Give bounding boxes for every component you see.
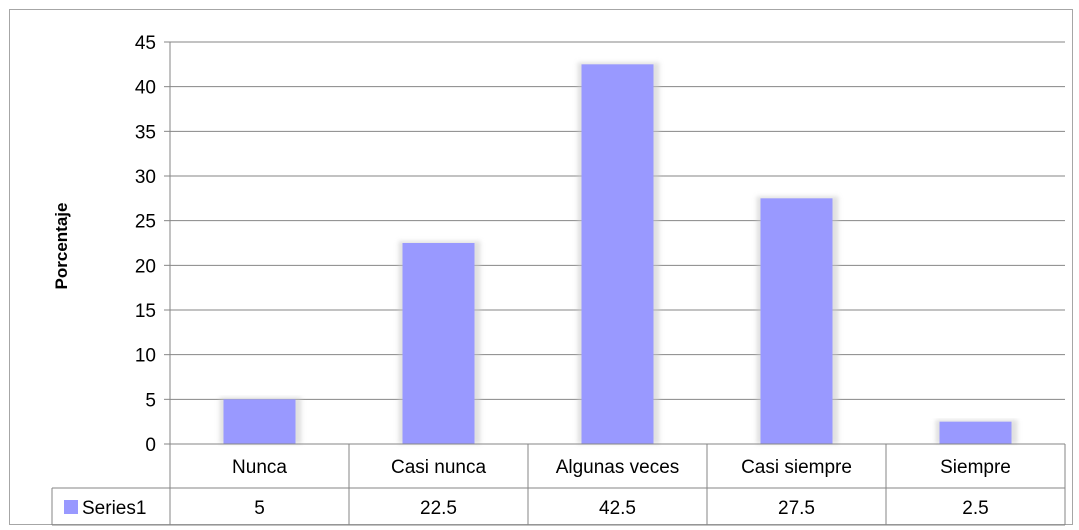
y-tick-labels: 0 5 10 15 20 25 30 35 40 45	[135, 33, 156, 456]
x-category-label: Algunas veces	[556, 457, 680, 478]
y-tick-label: 40	[135, 78, 156, 99]
data-table-value: 2.5	[962, 498, 988, 519]
y-axis-label: Porcentaje	[52, 203, 71, 290]
legend-label: Series1	[82, 498, 146, 519]
y-tick-label: 25	[135, 212, 156, 233]
y-tick-label: 45	[135, 33, 156, 54]
x-category-label: Casi siempre	[741, 457, 852, 478]
y-tick-label: 5	[145, 390, 156, 411]
data-table-value: 22.5	[420, 498, 457, 519]
bar	[939, 421, 1012, 444]
y-tick-label: 20	[135, 256, 156, 277]
bar	[223, 399, 296, 444]
y-tick-label: 15	[135, 301, 156, 322]
bar	[581, 64, 654, 444]
chart-frame	[9, 9, 1073, 525]
x-category-label: Casi nunca	[391, 457, 486, 478]
x-category-label: Siempre	[940, 457, 1011, 478]
y-tick-label: 30	[135, 167, 156, 188]
bar	[402, 243, 475, 444]
y-tick-label: 10	[135, 346, 156, 367]
data-table-value: 27.5	[778, 498, 815, 519]
bars	[219, 62, 1018, 444]
y-tick-label: 35	[135, 122, 156, 143]
data-table-value: 42.5	[599, 498, 636, 519]
data-table-value: 5	[254, 498, 265, 519]
y-tick-label: 0	[145, 435, 156, 456]
bar	[760, 198, 833, 444]
legend-swatch	[64, 500, 78, 514]
x-category-label: Nunca	[232, 457, 287, 478]
axes	[164, 41, 171, 445]
data-table: Nunca 5 Casi nunca 22.5 Algunas veces 42.5 Cas…	[51, 443, 1066, 526]
